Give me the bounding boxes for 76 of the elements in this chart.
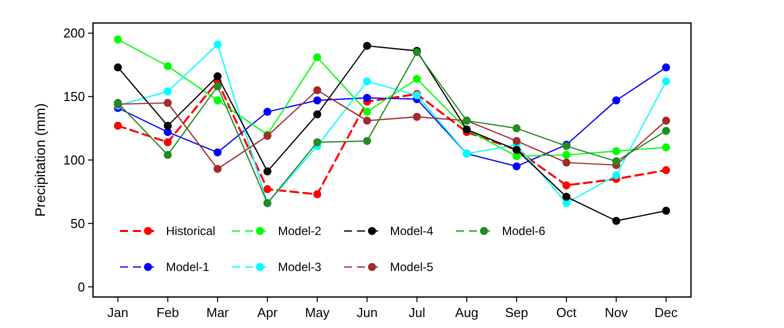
legend-label: Model-6 — [502, 224, 546, 238]
point — [214, 164, 222, 173]
x-tick-label: Jul — [408, 305, 426, 320]
point — [662, 116, 670, 125]
point — [214, 82, 222, 90]
point — [562, 181, 570, 190]
point — [263, 167, 272, 176]
point — [412, 112, 421, 121]
point — [363, 77, 372, 86]
point — [164, 62, 172, 70]
point — [263, 185, 272, 194]
point — [214, 72, 222, 80]
y-axis-title: Precipitation (mm) — [32, 103, 48, 217]
x-tick-label: Mar — [206, 305, 230, 320]
y-tick-label: 100 — [63, 152, 85, 168]
point — [412, 74, 421, 83]
legend-label: Model-3 — [278, 260, 322, 274]
point — [363, 108, 372, 116]
point — [114, 122, 122, 130]
point — [512, 162, 521, 170]
y-tick-label: 0 — [78, 279, 85, 294]
point — [313, 138, 322, 146]
point — [662, 63, 670, 72]
x-tick-label: Apr — [257, 305, 278, 320]
point — [562, 158, 570, 167]
point — [214, 96, 222, 104]
point — [164, 138, 172, 146]
x-tick-label: Sep — [505, 305, 528, 320]
point — [363, 42, 372, 50]
point — [612, 216, 620, 225]
point — [313, 53, 322, 62]
point — [612, 157, 620, 166]
x-tick-label: Dec — [654, 305, 678, 320]
point — [363, 94, 372, 102]
point — [164, 150, 172, 159]
legend-label: Model-5 — [390, 260, 434, 274]
point — [114, 63, 122, 72]
y-tick-label: 150 — [63, 89, 85, 104]
y-tick-label: 50 — [70, 216, 85, 231]
point — [363, 136, 372, 145]
legend-label: Model-1 — [166, 260, 210, 274]
legend-label: Model-4 — [390, 224, 434, 238]
point — [662, 143, 670, 152]
point — [114, 35, 122, 44]
legend-label: Model-2 — [278, 224, 322, 238]
point — [662, 77, 670, 86]
point — [313, 96, 322, 104]
point — [214, 40, 222, 49]
point — [313, 110, 322, 118]
point — [612, 147, 620, 156]
point — [313, 86, 322, 94]
point — [512, 124, 521, 132]
point — [512, 136, 521, 145]
point — [562, 192, 570, 201]
point — [214, 148, 222, 156]
x-tick-label: May — [304, 305, 330, 320]
point — [263, 108, 272, 116]
point — [363, 116, 372, 125]
point — [562, 150, 570, 159]
point — [612, 96, 620, 104]
point — [662, 126, 670, 135]
point — [164, 88, 172, 96]
x-tick-label: Nov — [604, 305, 628, 320]
x-tick-label: Jun — [356, 305, 378, 320]
point — [662, 206, 670, 215]
x-tick-label: Aug — [455, 305, 478, 320]
y-tick-label: 200 — [63, 26, 85, 41]
point — [164, 122, 172, 130]
point — [662, 166, 670, 174]
point — [164, 98, 172, 107]
point — [612, 171, 620, 180]
x-tick-label: Jan — [107, 305, 128, 320]
x-tick-label: Oct — [556, 305, 577, 320]
legend-label: Historical — [166, 224, 216, 238]
x-tick-label: Feb — [156, 305, 179, 320]
point — [313, 190, 322, 198]
